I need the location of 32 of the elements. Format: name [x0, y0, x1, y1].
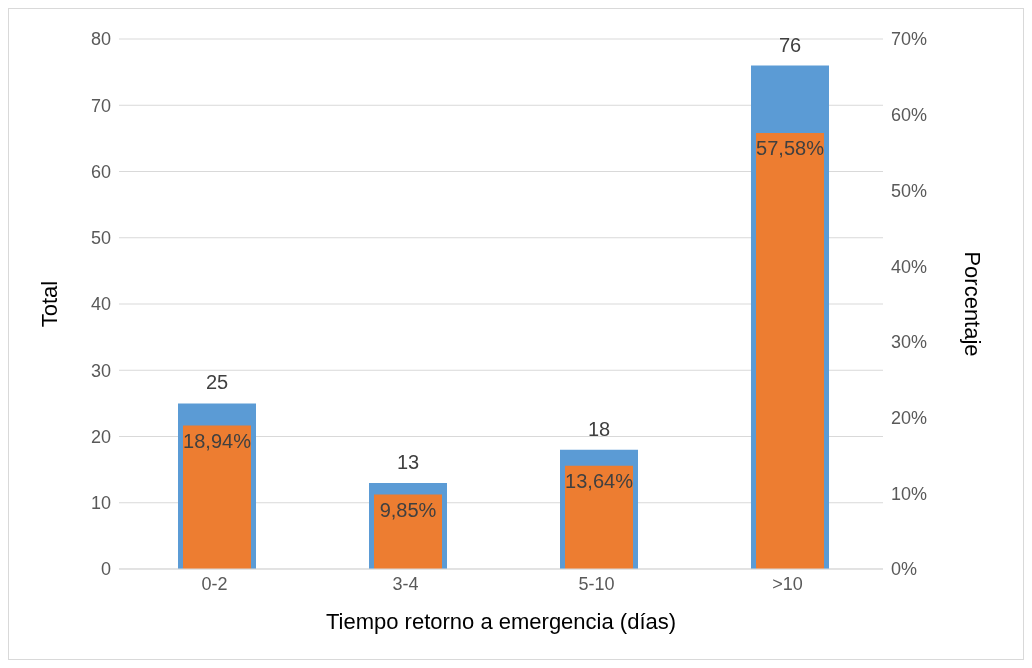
x-axis-title: Tiempo retorno a emergencia (días)	[325, 609, 677, 634]
y-tick-label: 70	[90, 95, 111, 116]
y-tick-label: 20	[90, 426, 111, 447]
y2-tick-label: 60%	[891, 105, 928, 126]
data-label: 57,58%	[756, 137, 825, 160]
data-label: 25	[205, 371, 229, 394]
y2-tick-label: 70%	[891, 29, 928, 50]
data-label: 13,64%	[565, 469, 634, 492]
y-tick-label: 10	[90, 493, 111, 514]
data-label: 18,94%	[183, 429, 252, 452]
data-label: 13	[396, 450, 420, 473]
y2-tick-label: 30%	[891, 332, 928, 353]
x-tick-label: 0-2	[201, 573, 228, 594]
data-label: 76	[778, 33, 802, 56]
x-tick-label: 5-10	[578, 573, 615, 594]
data-label: 18	[587, 417, 611, 440]
y-tick-label: 60	[90, 161, 111, 182]
y2-tick-label: 20%	[891, 407, 928, 428]
y-tick-label: 0	[100, 559, 111, 580]
data-label: 9,85%	[379, 498, 437, 521]
y-axis-title: Total	[36, 280, 62, 328]
y2-tick-label: 0%	[891, 559, 918, 580]
y2-tick-label: 10%	[891, 483, 928, 504]
y-tick-label: 50	[90, 228, 111, 249]
y-tick-label: 80	[90, 29, 111, 50]
y2-axis-title: Porcentaje	[960, 251, 986, 357]
y2-tick-label: 40%	[891, 256, 928, 277]
y-tick-label: 30	[90, 360, 111, 381]
y-tick-label: 40	[90, 294, 111, 315]
x-tick-label: >10	[772, 573, 803, 594]
y2-tick-label: 50%	[891, 180, 928, 201]
x-tick-label: 3-4	[392, 573, 419, 594]
